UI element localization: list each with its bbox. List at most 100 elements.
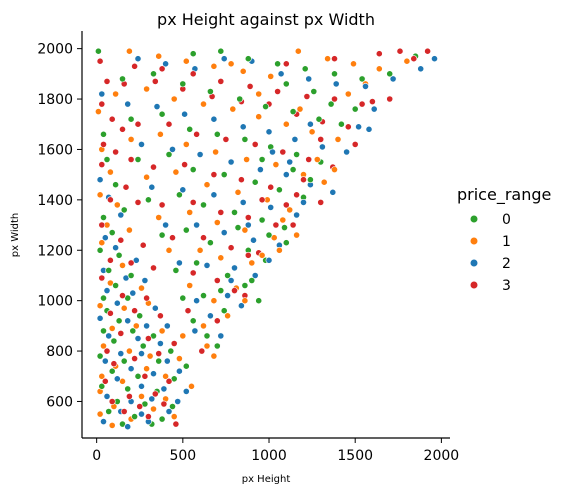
data-point-price-range-1 [186,208,194,216]
data-point-price-range-0 [103,156,111,163]
data-point-price-range-1 [158,327,166,335]
data-point-price-range-1 [403,57,411,65]
data-point-price-range-3 [169,234,176,242]
data-point-price-range-1 [150,405,157,413]
data-point-price-range-0 [200,201,207,209]
data-point-price-range-1 [375,65,383,73]
data-point-price-range-3 [267,183,275,191]
x-tick-label: 1500 [337,448,373,464]
data-point-price-range-2 [365,125,373,133]
data-point-price-range-3 [410,55,418,63]
data-point-price-range-0 [96,246,104,254]
data-point-price-range-0 [175,191,183,199]
data-point-price-range-2 [138,410,145,418]
data-point-price-range-0 [282,80,290,88]
data-point-price-range-1 [293,231,300,239]
data-point-price-range-0 [258,216,266,224]
data-point-price-range-1 [175,355,183,362]
data-point-price-range-0 [98,382,106,390]
data-point-price-range-2 [169,145,176,153]
data-point-price-range-0 [358,75,366,83]
data-point-price-range-3 [134,120,142,128]
data-point-price-range-0 [127,115,135,123]
data-point-price-range-0 [206,239,214,247]
data-point-price-range-2 [163,322,171,330]
data-point-price-range-1 [95,108,102,115]
data-point-price-range-2 [138,382,145,390]
legend-marker-2 [469,258,479,268]
data-point-price-range-1 [344,90,352,98]
data-point-price-range-0 [100,294,107,302]
data-point-price-range-2 [206,312,214,320]
data-point-price-range-1 [255,113,263,121]
data-point-price-range-3 [107,256,114,264]
data-point-price-range-2 [105,332,113,340]
data-point-price-range-2 [174,398,182,405]
points-layer [95,47,438,431]
data-point-price-range-1 [331,166,338,173]
data-point-price-range-0 [386,70,394,78]
data-point-price-range-1 [320,178,328,186]
data-point-price-range-3 [396,47,404,55]
data-point-price-range-0 [220,171,228,178]
data-point-price-range-0 [155,357,163,365]
data-point-price-range-0 [105,266,113,274]
data-point-price-range-1 [182,140,190,148]
data-point-price-range-2 [265,256,273,264]
data-point-price-range-3 [112,148,119,156]
data-point-price-range-3 [158,201,166,209]
data-point-price-range-0 [96,352,104,360]
data-point-price-range-0 [289,108,297,115]
data-point-price-range-1 [210,62,218,70]
data-point-price-range-3 [165,120,173,128]
data-point-price-range-1 [188,382,195,390]
data-point-price-range-0 [131,413,138,420]
data-point-price-range-0 [315,115,323,123]
data-point-price-range-1 [113,201,121,209]
data-point-price-range-2 [113,299,121,307]
data-point-price-range-3 [131,307,138,315]
data-point-price-range-1 [212,148,219,156]
data-point-price-range-1 [243,156,250,163]
data-point-price-range-3 [144,413,152,420]
data-point-price-range-3 [189,70,197,78]
data-point-price-range-3 [117,329,125,337]
data-point-price-range-1 [229,105,237,113]
data-point-price-range-1 [286,206,294,214]
data-point-price-range-2 [179,186,187,194]
data-point-price-range-2 [286,158,294,166]
legend-marker-3 [469,280,479,290]
data-point-price-range-1 [155,214,163,221]
data-point-price-range-2 [101,357,109,365]
data-point-price-range-3 [127,259,135,267]
data-point-price-range-0 [327,100,335,108]
data-point-price-range-0 [182,226,190,234]
data-point-price-range-3 [103,347,111,355]
data-point-price-range-0 [139,342,147,350]
data-point-price-range-3 [98,274,106,282]
data-point-price-range-3 [375,50,383,58]
data-point-price-range-3 [119,292,126,299]
data-point-price-range-0 [193,259,200,267]
data-point-price-range-1 [162,372,169,380]
data-point-price-range-3 [317,135,325,143]
data-point-price-range-0 [220,307,228,315]
data-point-price-range-1 [120,304,128,312]
data-point-price-range-0 [108,367,116,375]
data-point-price-range-0 [258,156,266,163]
data-point-price-range-3 [98,100,106,108]
data-point-price-range-3 [120,408,128,415]
data-point-price-range-3 [358,100,366,108]
data-point-price-range-3 [198,347,206,355]
data-point-price-range-0 [282,239,290,247]
data-point-price-range-3 [134,198,142,206]
data-point-price-range-1 [196,246,204,254]
data-point-price-range-0 [281,224,288,231]
data-point-price-range-3 [119,125,126,133]
data-point-price-range-0 [105,408,113,415]
data-point-price-range-0 [234,224,242,231]
data-point-price-range-3 [156,312,164,320]
data-point-price-range-1 [241,226,249,234]
data-point-price-range-2 [163,357,171,365]
